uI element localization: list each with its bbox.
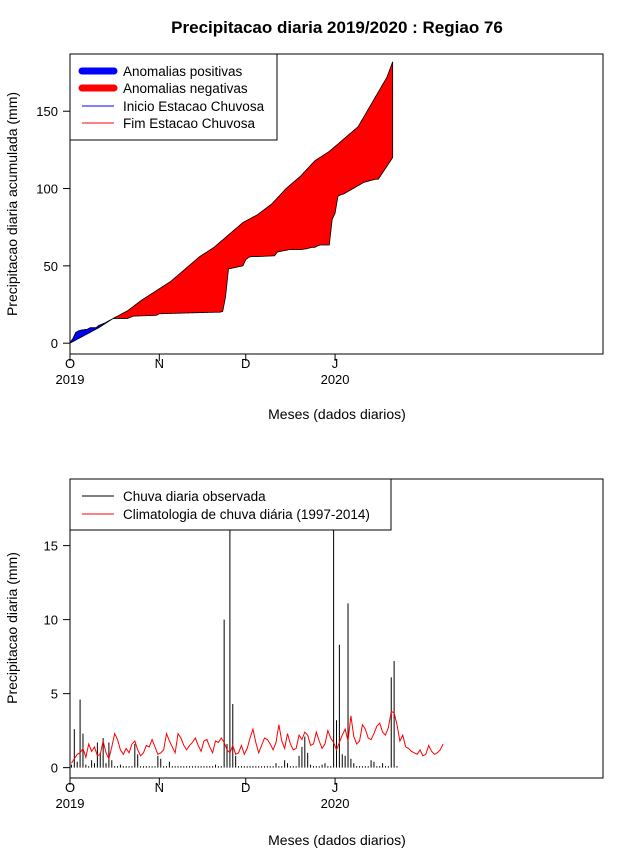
x-tick-label-bottom: O <box>65 780 75 795</box>
y-tick-label-top: 100 <box>36 182 58 197</box>
y-tick-label-bottom: 15 <box>44 539 58 554</box>
climatology-series-line <box>71 710 444 764</box>
chart-title: Precipitacao diaria 2019/2020 : Regiao 7… <box>171 18 503 37</box>
x-year-label-bottom: 2019 <box>56 796 85 811</box>
cumulative-panel: Precipitacao diaria 2019/2020 : Regiao 7… <box>4 18 604 422</box>
legend-box-bottom <box>69 478 392 531</box>
climatology-line <box>71 710 444 764</box>
y-axis-label-top: Precipitacao diaria acumulada (mm) <box>4 92 20 316</box>
x-tick-label-top: O <box>65 356 75 371</box>
anomaly-areas <box>69 61 394 344</box>
plot-frame-top <box>69 53 604 355</box>
x-axis-label-bottom: Meses (dados diarios) <box>268 832 406 848</box>
y-tick-label-bottom: 0 <box>51 761 58 776</box>
y-axis-label-bottom: Precipitacao diaria (mm) <box>4 552 20 704</box>
positive-anomaly-area <box>69 317 115 344</box>
legend-label-positive: Anomalias positivas <box>123 64 243 79</box>
y-axis-bottom: 0 5 10 15 <box>44 539 70 776</box>
negative-anomaly-area <box>113 61 394 319</box>
y-tick-label-top: 0 <box>51 336 58 351</box>
x-year-label-top: 2020 <box>321 372 350 387</box>
legend-bottom: Chuva diaria observada Climatologia de c… <box>69 478 392 531</box>
legend-label-observed: Chuva diaria observada <box>123 489 266 504</box>
x-axis-label-top: Meses (dados diarios) <box>268 406 406 422</box>
y-tick-label-top: 150 <box>36 104 58 119</box>
y-axis-top: 0 50 100 150 <box>36 104 70 351</box>
x-year-label-bottom: 2020 <box>321 796 350 811</box>
x-tick-label-top: J <box>332 356 339 371</box>
x-tick-label-top: D <box>241 356 250 371</box>
observed-daily-bars <box>70 486 398 768</box>
x-year-label-top: 2019 <box>56 372 85 387</box>
legend-top: Anomalias positivas Anomalias negativas … <box>69 53 278 141</box>
legend-label-climatology: Climatologia de chuva diária (1997-2014) <box>123 507 370 522</box>
x-tick-label-bottom: D <box>241 780 250 795</box>
y-tick-label-bottom: 5 <box>51 687 58 702</box>
x-tick-label-top: N <box>155 356 164 371</box>
y-tick-label-bottom: 10 <box>44 613 58 628</box>
x-tick-label-bottom: N <box>155 780 164 795</box>
y-tick-label-top: 50 <box>44 259 58 274</box>
legend-label-negative: Anomalias negativas <box>123 81 248 96</box>
legend-label-season-end: Fim Estacao Chuvosa <box>123 116 256 131</box>
legend-label-season-start: Inicio Estacao Chuvosa <box>123 99 265 114</box>
x-tick-label-bottom: J <box>332 780 339 795</box>
